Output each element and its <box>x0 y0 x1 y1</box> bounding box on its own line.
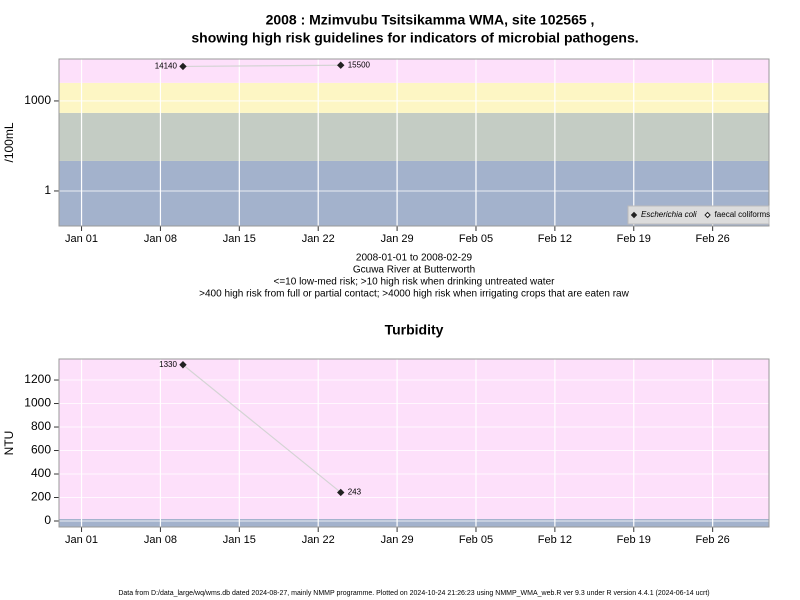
footer: Data from D:/data_large/wq/wms.db dated … <box>118 590 709 597</box>
legend-marker <box>704 211 711 219</box>
x-tick-label: Feb 26 <box>696 534 730 546</box>
data-point <box>179 62 187 71</box>
x-tick-label: Feb 19 <box>617 534 651 546</box>
series-line <box>182 364 342 493</box>
data-label: 15500 <box>348 60 371 69</box>
legend-box <box>627 205 770 225</box>
y-tick-label: 1200 <box>24 372 51 386</box>
risk-band <box>59 359 769 520</box>
x-tick-label: Jan 01 <box>65 534 98 546</box>
x-tick-label: Jan 29 <box>381 233 414 245</box>
risk-band <box>59 59 769 83</box>
data-point <box>337 488 345 497</box>
y-axis-label: /100mL <box>2 122 16 162</box>
x-tick-label: Jan 01 <box>65 233 98 245</box>
chart-note: Gcuwa River at Butterworth <box>353 265 475 276</box>
x-tick-label: Jan 15 <box>223 233 256 245</box>
x-tick-label: Jan 29 <box>381 534 414 546</box>
x-tick-label: Jan 15 <box>223 534 256 546</box>
data-label: 14140 <box>155 62 178 71</box>
y-tick-label: 800 <box>31 419 51 433</box>
chart-note: >400 high risk from full or partial cont… <box>199 289 629 300</box>
x-tick-label: Feb 12 <box>538 233 572 245</box>
data-label: 1330 <box>159 360 177 369</box>
chart-title: 2008 : Mzimvubu Tsitsikamma WMA, site 10… <box>266 12 595 28</box>
y-tick-label: 1000 <box>24 93 51 107</box>
legend-marker <box>630 211 638 219</box>
risk-band <box>59 519 769 527</box>
plot-frame <box>58 58 770 227</box>
y-tick-label: 1000 <box>24 396 51 410</box>
data-point <box>337 61 345 69</box>
x-tick-label: Feb 05 <box>459 534 493 546</box>
x-tick-label: Jan 08 <box>144 534 177 546</box>
x-tick-label: Jan 22 <box>302 233 335 245</box>
x-tick-label: Feb 26 <box>696 233 730 245</box>
x-tick-label: Feb 12 <box>538 534 572 546</box>
plot-frame <box>58 358 770 528</box>
y-axis-label: NTU <box>2 431 16 456</box>
chart-title: Turbidity <box>385 322 444 338</box>
data-point <box>179 361 187 369</box>
x-tick-label: Feb 05 <box>459 233 493 245</box>
x-tick-label: Jan 08 <box>144 233 177 245</box>
x-tick-label: Feb 19 <box>617 233 651 245</box>
legend-label: faecal coliforms <box>715 210 771 219</box>
risk-band <box>59 82 769 113</box>
y-tick-label: 600 <box>31 443 51 457</box>
y-tick-label: 400 <box>31 466 51 480</box>
chart-note: <=10 low-med risk; >10 high risk when dr… <box>274 277 556 288</box>
y-tick-label: 0 <box>44 513 51 527</box>
legend-label: Escherichia coli <box>641 210 697 219</box>
series-line <box>182 64 341 68</box>
data-label: 243 <box>348 488 362 497</box>
y-tick-label: 1 <box>44 183 51 197</box>
risk-band <box>59 112 769 161</box>
y-tick-label: 200 <box>31 490 51 504</box>
chart-subtitle: showing high risk guidelines for indicat… <box>191 30 638 46</box>
x-tick-label: Jan 22 <box>302 534 335 546</box>
chart-note: 2008-01-01 to 2008-02-29 <box>356 253 473 264</box>
